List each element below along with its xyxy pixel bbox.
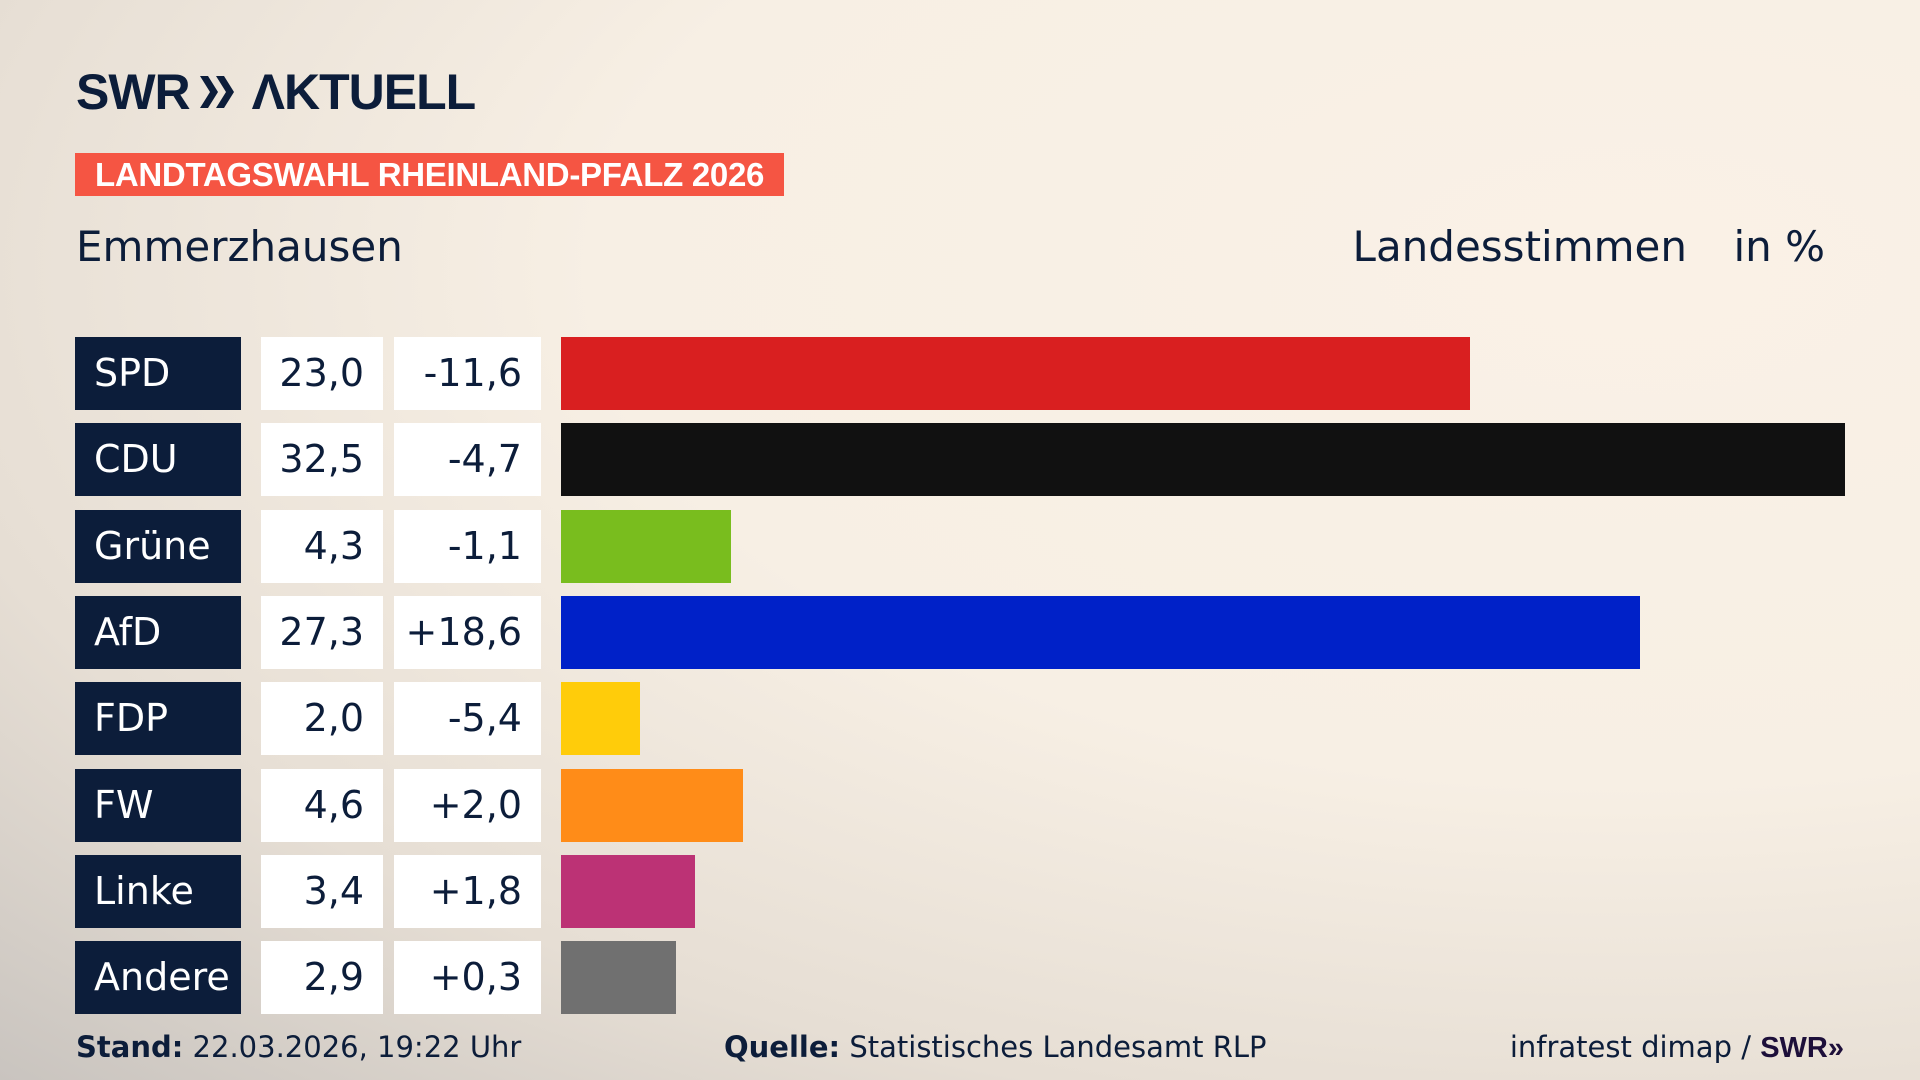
party-label: Linke [75,854,241,928]
vote-share-label: 23,0 [261,337,383,410]
vote-share-label: 4,6 [261,768,383,842]
vote-change-label: +0,3 [394,941,541,1015]
vote-share-label: 4,3 [261,509,383,583]
bar-andere [561,941,676,1015]
timestamp: Stand: 22.03.2026, 19:22 Uhr [76,1030,521,1064]
bar-fw [561,768,743,842]
source-value: Statistisches Landesamt RLP [849,1030,1267,1064]
bar-spd [561,337,1470,410]
credit: infratest dimap / SWR» [1510,1030,1844,1065]
party-label: Grüne [75,509,241,583]
unit-label: in % [1733,222,1825,271]
vote-change-label: +2,0 [394,768,541,842]
stand-value: 22.03.2026, 19:22 Uhr [192,1030,522,1064]
vote-share-label: 27,3 [261,595,383,669]
party-label: FDP [75,682,241,756]
double-chevron-icon: » [1827,1032,1844,1064]
party-label: FW [75,768,241,842]
stand-label: Stand: [76,1030,184,1064]
party-label: CDU [75,423,241,497]
source-label: Quelle: [724,1030,841,1064]
measure-label: Landesstimmen [1352,222,1687,271]
bar-afd [561,595,1640,669]
vote-change-label: -4,7 [394,423,541,497]
vote-share-label: 2,9 [261,941,383,1015]
vote-change-label: -5,4 [394,682,541,756]
credit-text: infratest dimap / [1509,1030,1751,1064]
double-chevron-icon [199,76,234,108]
vote-share-label: 32,5 [261,423,383,497]
party-label: Andere [75,941,241,1015]
vote-change-label: +1,8 [394,854,541,928]
logo-aktuell: ΛKTUELL [251,64,477,120]
vote-change-label: -11,6 [394,337,541,410]
region-title: Emmerzhausen [76,222,403,271]
party-label: SPD [75,337,241,410]
vote-share-label: 2,0 [261,682,383,756]
vote-share-label: 3,4 [261,854,383,928]
election-banner: LANDTAGSWAHL RHEINLAND-PFALZ 2026 [75,153,785,196]
bar-cdu [561,423,1845,497]
vote-change-label: +18,6 [394,595,541,669]
party-label: AfD [75,595,241,669]
bar-fdp [561,682,640,756]
logo-swr: SWR [76,64,191,120]
vote-change-label: -1,1 [394,509,541,583]
bar-grüne [561,509,731,583]
swr-aktuell-logo: SWR ΛKTUELL [76,64,476,120]
bar-linke [561,854,696,928]
credit-swr-logo: SWR [1760,1032,1828,1064]
source: Quelle: Statistisches Landesamt RLP [724,1030,1267,1064]
